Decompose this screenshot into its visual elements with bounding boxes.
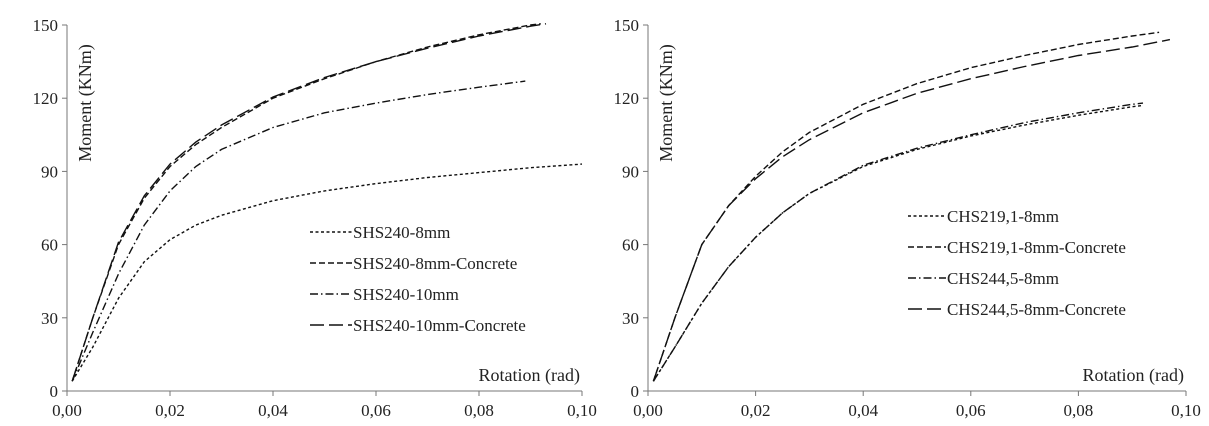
series-line xyxy=(71,80,526,382)
x-tick-label: 0,02 xyxy=(155,401,185,420)
x-tick-label: 0,10 xyxy=(1171,401,1201,420)
legend-label: SHS240-8mm xyxy=(353,223,450,242)
series-line xyxy=(71,23,541,382)
legend-label: CHS219,1-8mm-Concrete xyxy=(947,238,1126,257)
y-axis-label: Moment (KNm) xyxy=(75,44,96,161)
y-tick-label: 90 xyxy=(41,162,58,181)
x-tick-label: 0,04 xyxy=(848,401,878,420)
legend-label: SHS240-10mm xyxy=(353,285,459,304)
series-line xyxy=(71,23,547,382)
y-axis-label: Moment (KNm) xyxy=(656,44,677,161)
x-axis-label: Rotation (rad) xyxy=(479,365,580,386)
x-tick-label: 0,08 xyxy=(1064,401,1094,420)
legend-label: SHS240-10mm-Concrete xyxy=(353,316,526,335)
x-tick-label: 0,06 xyxy=(361,401,391,420)
series-line xyxy=(652,102,1144,382)
legend-label: CHS219,1-8mm xyxy=(947,207,1059,226)
legend-label: SHS240-8mm-Concrete xyxy=(353,254,517,273)
legend-label: CHS244,5-8mm-Concrete xyxy=(947,300,1126,319)
y-tick-label: 120 xyxy=(614,89,640,108)
series-line xyxy=(652,31,1160,382)
x-tick-label: 0,08 xyxy=(464,401,494,420)
series-line xyxy=(652,38,1171,382)
y-tick-label: 60 xyxy=(622,236,639,255)
y-tick-label: 0 xyxy=(631,382,640,401)
y-tick-label: 120 xyxy=(33,89,59,108)
x-tick-label: 0,00 xyxy=(52,401,82,420)
y-tick-label: 150 xyxy=(33,16,59,35)
y-tick-label: 90 xyxy=(622,162,639,181)
y-tick-label: 150 xyxy=(614,16,640,35)
x-tick-label: 0,10 xyxy=(567,401,597,420)
x-tick-label: 0,06 xyxy=(956,401,986,420)
chart-panel-right: 0 30 60 90 120 150 0,00 0,02 0,04 0,06 0,08 0,10 Rot… xyxy=(614,16,1201,420)
x-tick-label: 0,04 xyxy=(258,401,288,420)
y-tick-label: 0 xyxy=(50,382,59,401)
x-axis-label: Rotation (rad) xyxy=(1083,365,1184,386)
x-tick-label: 0,00 xyxy=(633,401,663,420)
chart-panel-left: 0 30 60 90 120 150 0,00 0,02 0,04 0,06 0,08 0,10 Rot… xyxy=(33,16,597,420)
legend-label: CHS244,5-8mm xyxy=(947,269,1059,288)
y-tick-label: 30 xyxy=(41,309,58,328)
y-tick-label: 60 xyxy=(41,236,58,255)
x-tick-label: 0,02 xyxy=(741,401,771,420)
y-tick-label: 30 xyxy=(622,309,639,328)
